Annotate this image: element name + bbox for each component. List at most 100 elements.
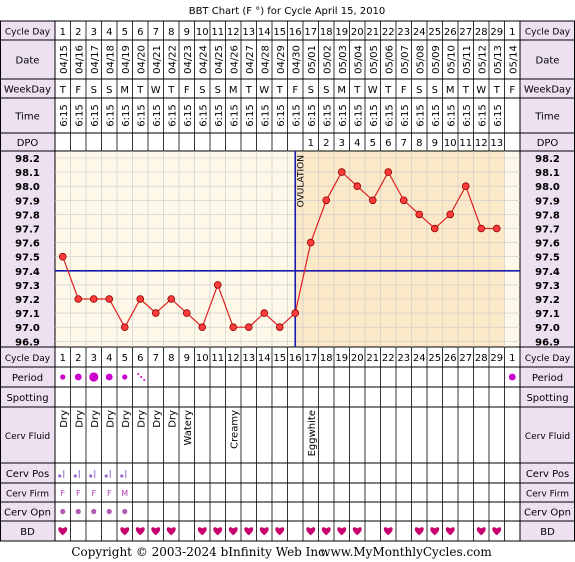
cerv-pos-dot (104, 474, 108, 478)
row-label-left: Cerv Fluid (5, 432, 50, 442)
cycle-day-label: 13 (242, 27, 255, 38)
date-label: 05/07 (400, 45, 411, 74)
row-label-left: Cerv Opn (4, 508, 51, 519)
time-label: 6:15 (214, 104, 225, 126)
cycle-day-label: 22 (382, 353, 395, 364)
temp-point (322, 196, 331, 205)
cycle-day-label: 16 (289, 27, 302, 38)
row-label-left: Period (12, 373, 43, 384)
cycle-day-label: 20 (351, 353, 364, 364)
cycle-day-label: 1 (60, 353, 66, 364)
date-label: 04/25 (214, 45, 225, 74)
time-label: 6:15 (183, 104, 194, 126)
time-label: 6:15 (338, 104, 349, 126)
row-label-left: Date (16, 56, 40, 67)
row-label-left: Time (14, 112, 39, 123)
y-tick-label-right: 97.0 (535, 323, 560, 334)
bd-heart (383, 527, 393, 536)
cerv-opn-dot (75, 508, 81, 515)
cycle-day-label: 2 (75, 353, 81, 364)
date-label: 05/02 (322, 45, 333, 74)
cycle-day-label: 26 (444, 353, 457, 364)
cycle-day-label: 11 (211, 353, 224, 364)
weekday-label: S (106, 85, 112, 96)
cerv-fluid-label: Watery (183, 410, 194, 446)
date-label: 05/04 (353, 45, 364, 74)
temp-point (89, 295, 98, 303)
row-label-bg (0, 98, 55, 133)
date-label: 05/14 (508, 45, 519, 74)
row-label-left: Cycle Day (5, 354, 51, 364)
weekday-label: T (245, 85, 253, 96)
period-spot (137, 373, 140, 375)
dpo-label: 10 (444, 138, 457, 149)
row-label-right: Time (534, 112, 559, 123)
dpo-label: 5 (370, 138, 376, 149)
temp-point (151, 309, 160, 317)
row-label-left: WeekDay (4, 85, 51, 96)
weekday-label: S (416, 85, 422, 96)
cycle-day-label: 10 (196, 27, 209, 38)
bd-heart (166, 527, 176, 536)
y-tick-label-left: 97.9 (15, 196, 40, 207)
dpo-label: 13 (490, 138, 503, 149)
cerv-fluid-label: Dry (74, 410, 85, 428)
period-dot (508, 373, 516, 381)
row-label-bg (0, 521, 55, 541)
temp-point (105, 295, 114, 303)
time-label: 6:15 (167, 104, 178, 126)
weekday-label: F (509, 85, 515, 96)
cerv-pos-dot (120, 474, 124, 478)
weekday-label: T (462, 85, 470, 96)
row-label-bg (520, 463, 575, 483)
time-label: 6:15 (291, 104, 302, 126)
cycle-day-label: 11 (211, 27, 224, 38)
temp-point (167, 295, 176, 303)
temp-point (182, 309, 191, 317)
row-label-bg (520, 40, 575, 79)
time-label: 6:15 (477, 104, 488, 126)
temp-point (275, 323, 284, 332)
bd-heart (492, 527, 502, 536)
y-tick-label-right: 97.9 (535, 196, 560, 207)
period-dot (105, 373, 113, 381)
time-label: 6:15 (136, 104, 147, 126)
period-spot (143, 379, 146, 381)
row-label-left: Cycle Day (5, 28, 51, 38)
row-label-bg (0, 133, 55, 151)
bd-heart (58, 527, 68, 536)
time-label: 6:15 (493, 104, 504, 126)
date-label: 05/10 (446, 45, 457, 74)
cycle-day-label: 17 (304, 27, 317, 38)
row-label-bg (520, 521, 575, 541)
period-dot (89, 372, 99, 382)
cycle-day-label: 10 (196, 353, 209, 364)
cycle-day-label: 6 (137, 27, 143, 38)
row-label-bg (0, 463, 55, 483)
row-label-left: Cerv Firm (6, 490, 49, 500)
cycle-day-label: 25 (428, 27, 441, 38)
cycle-day-label: 1 (509, 353, 515, 364)
temp-point (430, 224, 439, 233)
footer-site[interactable]: www.MyMonthlyCycles.com (320, 545, 492, 559)
y-tick-label-right: 97.8 (535, 210, 560, 221)
row-label-bg (520, 502, 575, 521)
time-label: 6:15 (198, 104, 209, 126)
y-tick-label-right: 98.0 (535, 182, 560, 193)
bd-heart (135, 527, 145, 536)
row-label-bg (520, 407, 575, 463)
y-tick-label-left: 98.0 (15, 182, 40, 193)
dpo-label: 11 (459, 138, 472, 149)
time-label: 6:15 (90, 104, 101, 126)
cycle-day-label: 3 (91, 353, 97, 364)
time-label: 6:15 (415, 104, 426, 126)
temp-point (213, 281, 222, 289)
cerv-pos-dot (89, 474, 93, 478)
cerv-opn-dot (91, 508, 97, 515)
weekday-label: M (120, 85, 129, 96)
row-label-left: DPO (17, 138, 39, 149)
y-tick-label-right: 97.1 (535, 309, 560, 320)
row-label-right: Cerv Pos (526, 469, 569, 480)
weekday-label: W (368, 85, 378, 96)
row-label-bg (520, 98, 575, 133)
